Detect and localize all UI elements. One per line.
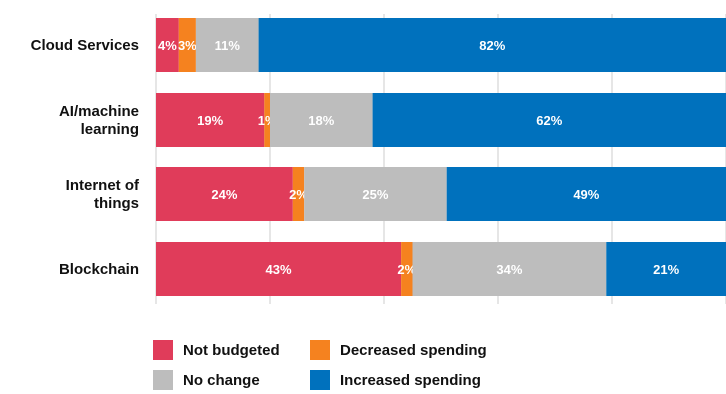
legend-label-increased-spending: Increased spending	[340, 371, 481, 389]
bar-segment-no-change	[412, 242, 607, 296]
legend-label-no-change: No change	[183, 371, 260, 389]
bar-segment-increased-spending	[446, 167, 726, 221]
value-label: 21%	[653, 262, 679, 277]
bar-segment-increased-spending	[372, 93, 726, 147]
value-label: 49%	[573, 187, 599, 202]
bar-segment-no-change	[304, 167, 447, 221]
legend-item-not-budgeted: Not budgeted	[153, 340, 280, 360]
bar-segment-decreased-spending	[292, 167, 305, 221]
bar-segment-no-change	[270, 93, 373, 147]
legend-swatch-no-change	[153, 370, 173, 390]
category-label: Cloud Services	[31, 37, 139, 54]
bar-group-cloud-services: Cloud Services 4% 3% 11% 82%	[31, 18, 726, 72]
value-label: 34%	[496, 262, 522, 277]
bar-segment-not-budgeted	[156, 242, 402, 296]
value-label: 11%	[215, 38, 241, 53]
value-label: 43%	[266, 262, 292, 277]
value-label: 24%	[211, 187, 237, 202]
bar-segment-decreased-spending	[178, 18, 196, 72]
bar-group-blockchain: Blockchain 43% 2% 34% 21%	[59, 242, 726, 296]
value-label: 62%	[536, 113, 562, 128]
bar-segment-not-budgeted	[156, 167, 293, 221]
legend-label-not-budgeted: Not budgeted	[183, 341, 280, 359]
value-label: 3%	[178, 38, 197, 53]
legend-item-no-change: No change	[153, 370, 260, 390]
value-label: 25%	[362, 187, 388, 202]
stacked-bar-chart: Cloud Services 4% 3% 11% 82% AI/machine learni…	[31, 14, 726, 304]
bar-segment-not-budgeted	[156, 18, 179, 72]
value-label: 2%	[397, 262, 416, 277]
category-label: Internet of things	[66, 177, 140, 212]
bar-group-internet-of-things: Internet of things 24% 2% 25% 49%	[66, 167, 726, 221]
bar-segment-decreased-spending	[401, 242, 413, 296]
legend-item-decreased-spending: Decreased spending	[310, 340, 487, 360]
value-label: 19%	[197, 113, 223, 128]
legend-swatch-increased-spending	[310, 370, 330, 390]
legend-swatch-not-budgeted	[153, 340, 173, 360]
bar-segment-decreased-spending	[264, 93, 270, 147]
bar-segment-increased-spending	[258, 18, 726, 72]
value-label: 4%	[158, 38, 177, 53]
legend-item-increased-spending: Increased spending	[310, 370, 481, 390]
value-label: 18%	[308, 113, 334, 128]
bar-segment-not-budgeted	[156, 93, 265, 147]
category-label: AI/machine learning	[59, 103, 139, 138]
category-label: Blockchain	[59, 261, 139, 278]
value-label: 82%	[479, 38, 505, 53]
bar-segment-no-change	[195, 18, 259, 72]
value-label: 2%	[289, 187, 308, 202]
bar-segment-increased-spending	[606, 242, 726, 296]
legend-label-decreased-spending: Decreased spending	[340, 341, 487, 359]
legend-swatch-decreased-spending	[310, 340, 330, 360]
